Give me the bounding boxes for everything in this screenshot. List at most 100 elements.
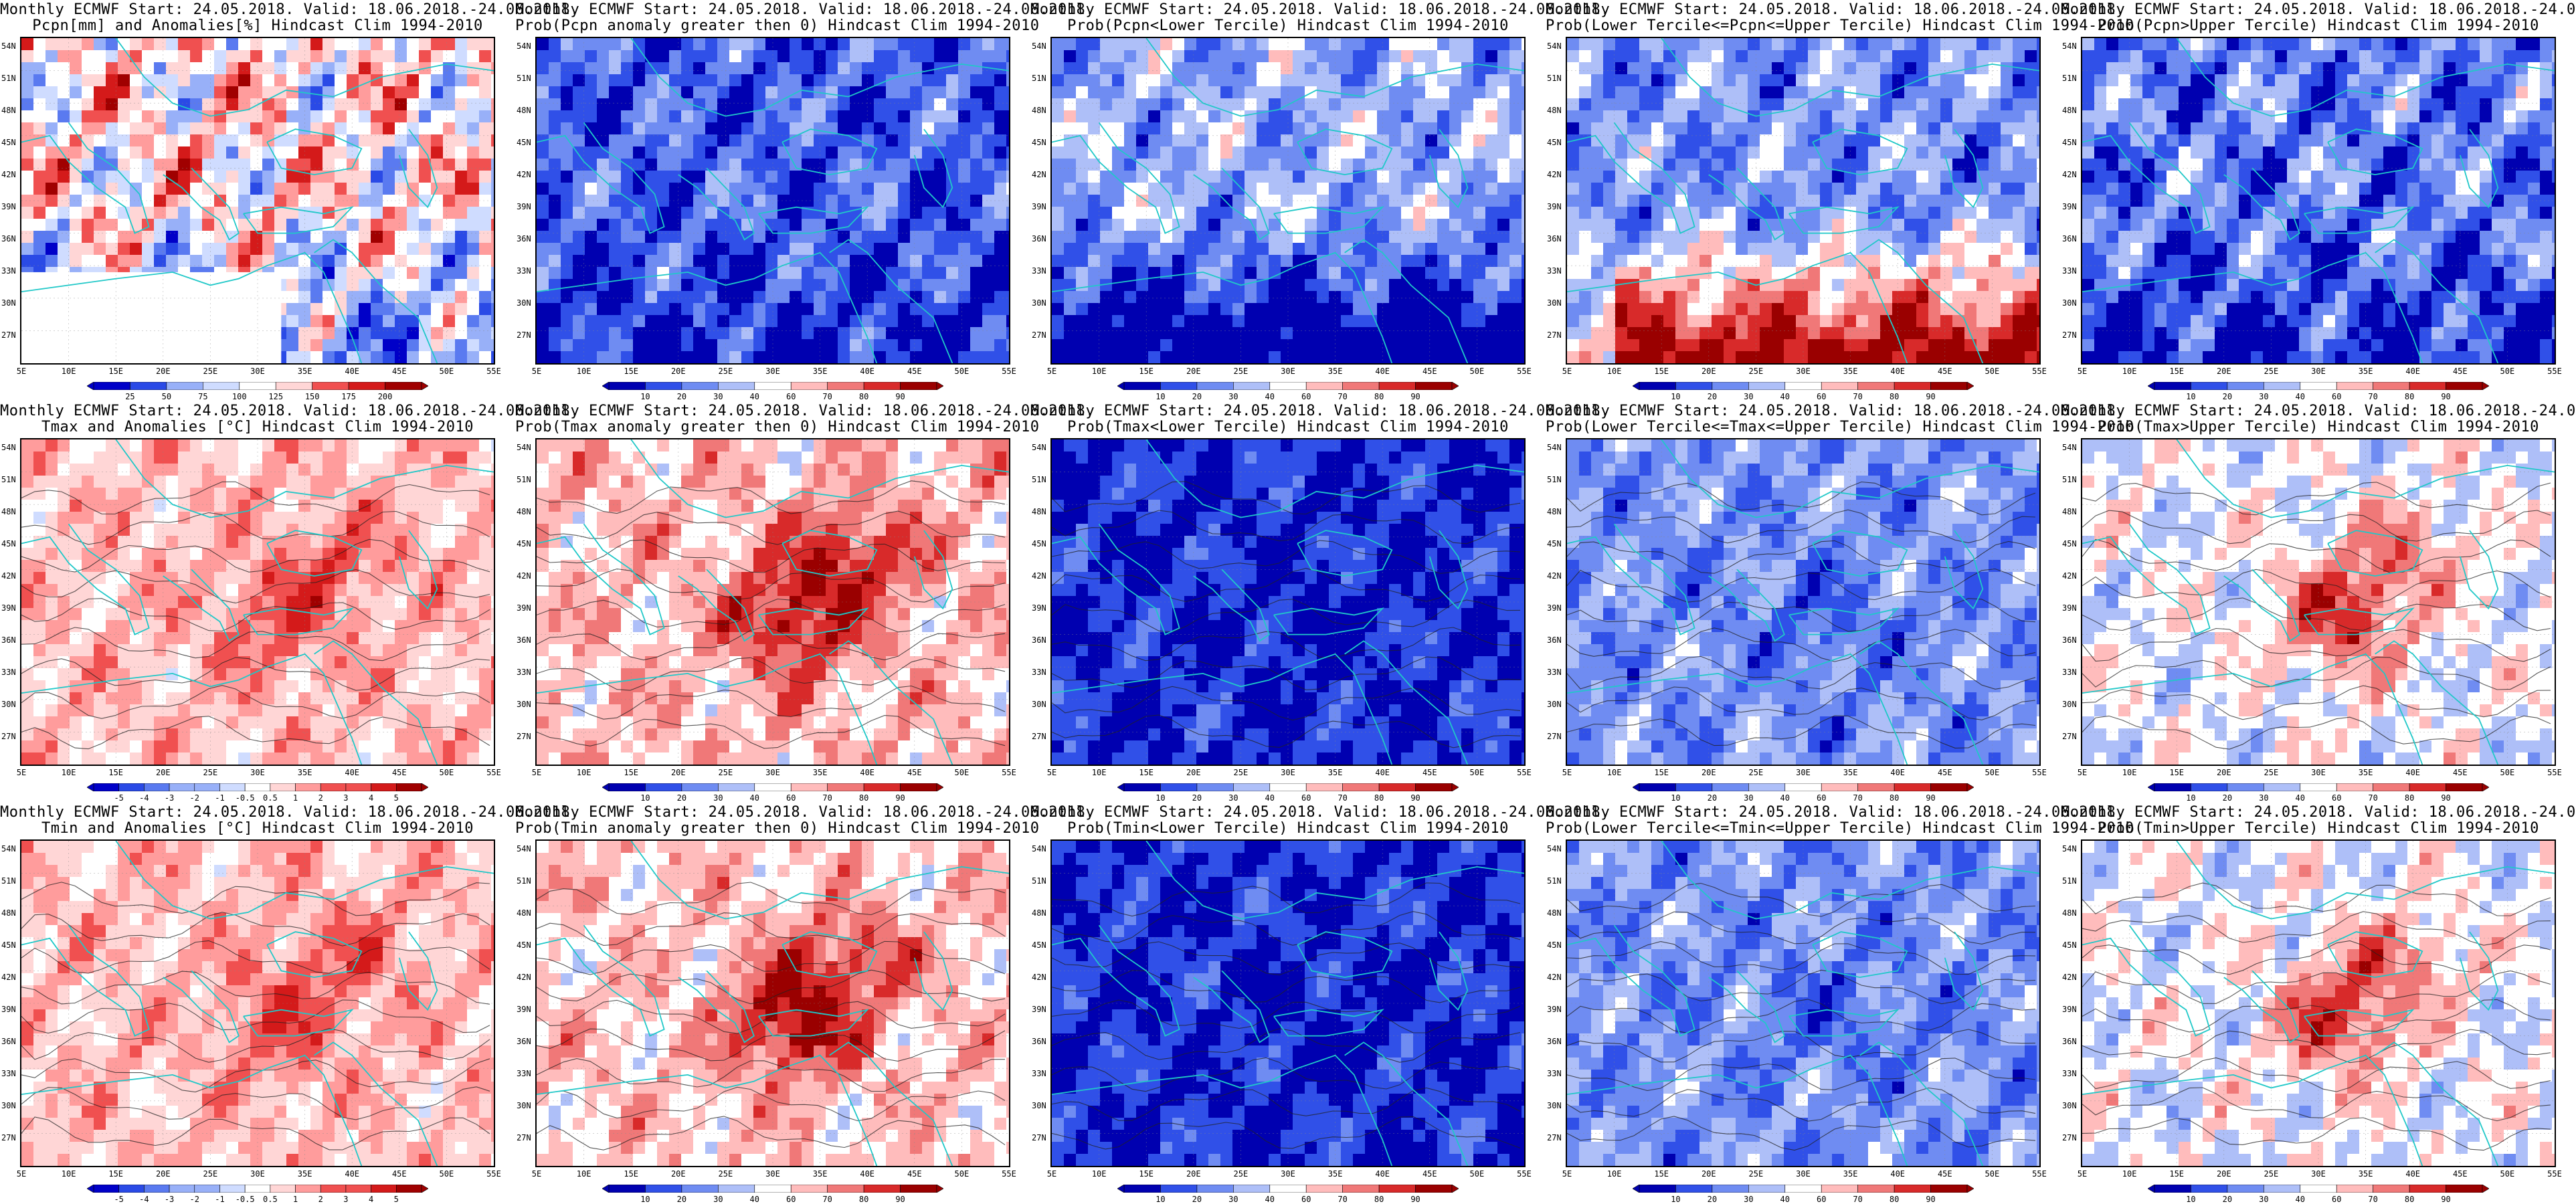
colorbar-tick-label: 1 <box>292 793 298 803</box>
longitude-label: 10E <box>1606 367 1622 376</box>
colorbar-tick-label: 90 <box>2441 793 2451 803</box>
colorbar-tick-label: 60 <box>1301 1195 1311 1204</box>
colorbar-tick-label: 30 <box>713 1195 723 1204</box>
colorbar-tick-label: 150 <box>304 392 320 401</box>
panel-subtitle: Prob(Tmin>Upper Tercile) Hindcast Clim 1… <box>2098 820 2539 837</box>
colorbar-tick-label: 70 <box>1853 1195 1863 1204</box>
longitude-label: 35E <box>297 1169 312 1179</box>
longitude-label: 15E <box>624 768 639 777</box>
longitude-label: 25E <box>203 367 218 376</box>
latitude-label: 33N <box>517 266 531 276</box>
latitude-label: 39N <box>1 202 16 211</box>
longitude-label: 15E <box>1139 367 1154 376</box>
longitude-label: 20E <box>2216 1169 2231 1179</box>
latitude-label: 39N <box>2062 1005 2077 1014</box>
latitude-label: 42N <box>517 170 531 179</box>
colorbar <box>602 1185 943 1193</box>
colorbar-tick-label: 60 <box>786 392 796 401</box>
colorbar-tick-label: 40 <box>1265 1195 1275 1204</box>
colorbar-tick-label: -3 <box>164 793 175 803</box>
longitude-label: 55E <box>2547 768 2562 777</box>
longitude-label: 20E <box>2216 367 2231 376</box>
latitude-label: 42N <box>1547 170 1562 179</box>
latitude-label: 51N <box>517 876 531 886</box>
longitude-label: 30E <box>1281 1169 1295 1179</box>
latitude-label: 48N <box>1547 908 1562 918</box>
longitude-label: 35E <box>1327 367 1343 376</box>
map-panel: Monthly ECMWF Start: 24.05.2018. Valid: … <box>1030 0 1609 402</box>
colorbar-tick-label: 10 <box>1671 392 1681 401</box>
panel-subtitle: Tmin and Anomalies [°C] Hindcast Clim 19… <box>41 820 474 837</box>
latitude-label: 33N <box>2062 1069 2077 1078</box>
longitude-label: 10E <box>1606 768 1622 777</box>
colorbar-tick-label: 40 <box>2295 392 2305 401</box>
map-field <box>1567 439 2039 765</box>
longitude-label: 45E <box>2452 768 2468 777</box>
colorbar-tick-label: 30 <box>1228 392 1238 401</box>
latitude-label: 36N <box>2062 635 2077 645</box>
colorbar-tick-label: 3 <box>343 1195 349 1204</box>
longitude-label: 20E <box>155 1169 171 1179</box>
colorbar-tick-label: -2 <box>189 793 199 803</box>
latitude-label: 30N <box>2062 700 2077 709</box>
colorbar <box>1633 783 1974 791</box>
longitude-label: 20E <box>155 367 171 376</box>
longitude-label: 50E <box>1469 367 1485 376</box>
colorbar-tick-label: -5 <box>114 1195 124 1204</box>
colorbar-tick-label: -1 <box>215 793 225 803</box>
longitude-label: 40E <box>1890 768 1906 777</box>
longitude-label: 20E <box>670 768 686 777</box>
longitude-label: 45E <box>907 1169 922 1179</box>
colorbar-tick-label: 80 <box>1374 793 1384 803</box>
longitude-label: 45E <box>391 768 407 777</box>
panel-title: Monthly ECMWF Start: 24.05.2018. Valid: … <box>515 1 1095 18</box>
latitude-label: 36N <box>1 1037 16 1046</box>
latitude-label: 33N <box>1547 266 1562 276</box>
longitude-label: 5E <box>1562 367 1572 376</box>
map-panel: Monthly ECMWF Start: 24.05.2018. Valid: … <box>0 803 579 1204</box>
colorbar <box>1117 1185 1459 1193</box>
colorbar-tick-label: 4 <box>368 1195 374 1204</box>
longitude-label: 25E <box>1233 1169 1249 1179</box>
longitude-label: 10E <box>576 367 591 376</box>
colorbar <box>87 382 428 390</box>
colorbar-tick-label: 10 <box>1156 392 1166 401</box>
panel-title: Monthly ECMWF Start: 24.05.2018. Valid: … <box>1546 1 2125 18</box>
colorbar-tick-label: -5 <box>114 793 124 803</box>
longitude-label: 40E <box>860 768 875 777</box>
longitude-label: 30E <box>250 768 265 777</box>
map-panel: Monthly ECMWF Start: 24.05.2018. Valid: … <box>1546 401 2134 803</box>
latitude-label: 39N <box>2062 603 2077 613</box>
latitude-label: 54N <box>1 41 16 51</box>
longitude-label: 40E <box>2405 768 2421 777</box>
longitude-label: 50E <box>439 367 454 376</box>
longitude-label: 25E <box>1748 1169 1764 1179</box>
panel-title: Monthly ECMWF Start: 24.05.2018. Valid: … <box>0 1 579 18</box>
longitude-label: 50E <box>1985 1169 2000 1179</box>
latitude-label: 42N <box>1032 170 1046 179</box>
map-field <box>537 38 1009 363</box>
longitude-label: 15E <box>1654 367 1669 376</box>
longitude-label: 45E <box>1422 1169 1437 1179</box>
latitude-label: 45N <box>1 940 16 950</box>
latitude-label: 42N <box>1 973 16 982</box>
latitude-label: 45N <box>517 138 531 147</box>
latitude-label: 27N <box>2062 1133 2077 1142</box>
colorbar-tick-label: 20 <box>1192 392 1202 401</box>
colorbar-tick-label: 70 <box>1338 1195 1348 1204</box>
colorbar-tick-label: 80 <box>1889 392 1900 401</box>
longitude-label: 50E <box>1469 768 1485 777</box>
latitude-label: 51N <box>517 74 531 83</box>
longitude-label: 10E <box>2122 367 2137 376</box>
longitude-label: 30E <box>1281 768 1295 777</box>
longitude-label: 35E <box>2358 768 2373 777</box>
panel-title: Monthly ECMWF Start: 24.05.2018. Valid: … <box>0 804 579 821</box>
latitude-label: 45N <box>1547 138 1562 147</box>
colorbar-tick-label: 80 <box>858 392 869 401</box>
longitude-label: 45E <box>907 768 922 777</box>
longitude-label: 55E <box>486 367 501 376</box>
latitude-label: 39N <box>517 1005 531 1014</box>
map-field <box>21 841 494 1166</box>
longitude-label: 15E <box>1654 768 1669 777</box>
latitude-label: 39N <box>2062 202 2077 211</box>
